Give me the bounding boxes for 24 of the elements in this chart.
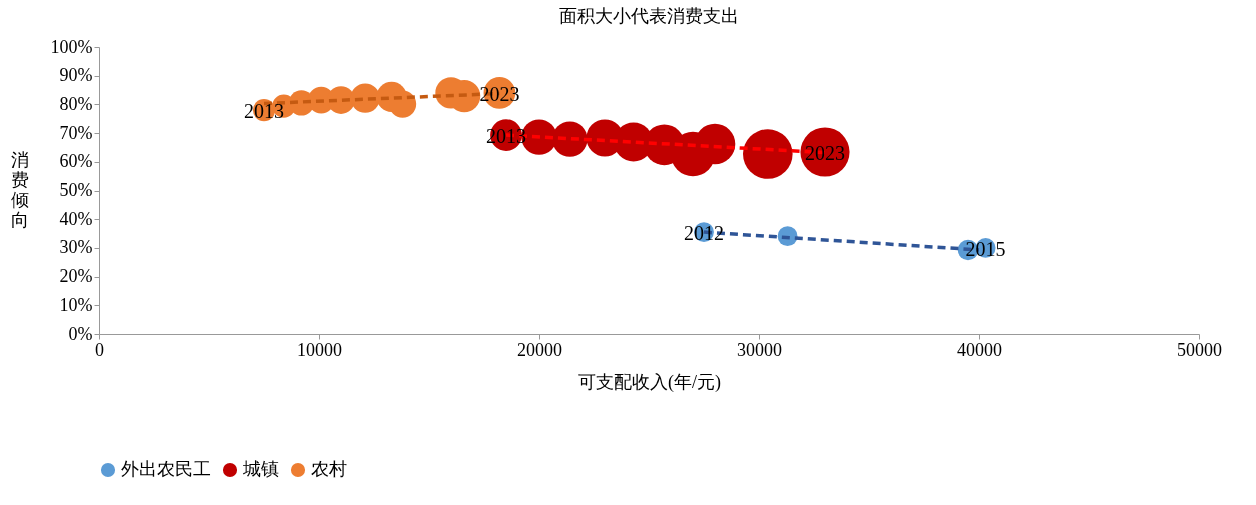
y-tick-label: 60%	[59, 151, 93, 172]
y-tick-label: 30%	[59, 237, 93, 258]
y-tick-label: 80%	[59, 93, 93, 114]
annotation: 2023	[805, 142, 845, 165]
y-tick-label: 40%	[59, 208, 93, 229]
x-tick-label: 10000	[297, 339, 342, 360]
x-tick-label: 30000	[737, 339, 782, 360]
x-tick-label: 0	[95, 339, 104, 360]
y-tick-label: 100%	[50, 36, 93, 57]
legend-label: 外出农民工	[121, 459, 211, 479]
y-axis-title: 消费倾向	[10, 150, 29, 230]
chart-title: 面积大小代表消费支出	[559, 6, 739, 26]
x-axis-title: 可支配收入(年/元)	[578, 371, 721, 393]
y-tick-label: 70%	[59, 122, 93, 143]
legend-label: 城镇	[242, 459, 279, 479]
y-tick-label: 50%	[59, 180, 93, 200]
y-tick-label: 0%	[68, 323, 93, 344]
x-tick-label: 40000	[957, 339, 1002, 360]
x-tick-label: 50000	[1177, 339, 1222, 360]
y-tick-label: 10%	[59, 294, 93, 315]
y-tick-label: 20%	[59, 266, 93, 287]
x-tick-label: 20000	[517, 339, 562, 360]
y-tick-label: 90%	[59, 65, 93, 86]
legend-label: 农村	[311, 459, 347, 479]
